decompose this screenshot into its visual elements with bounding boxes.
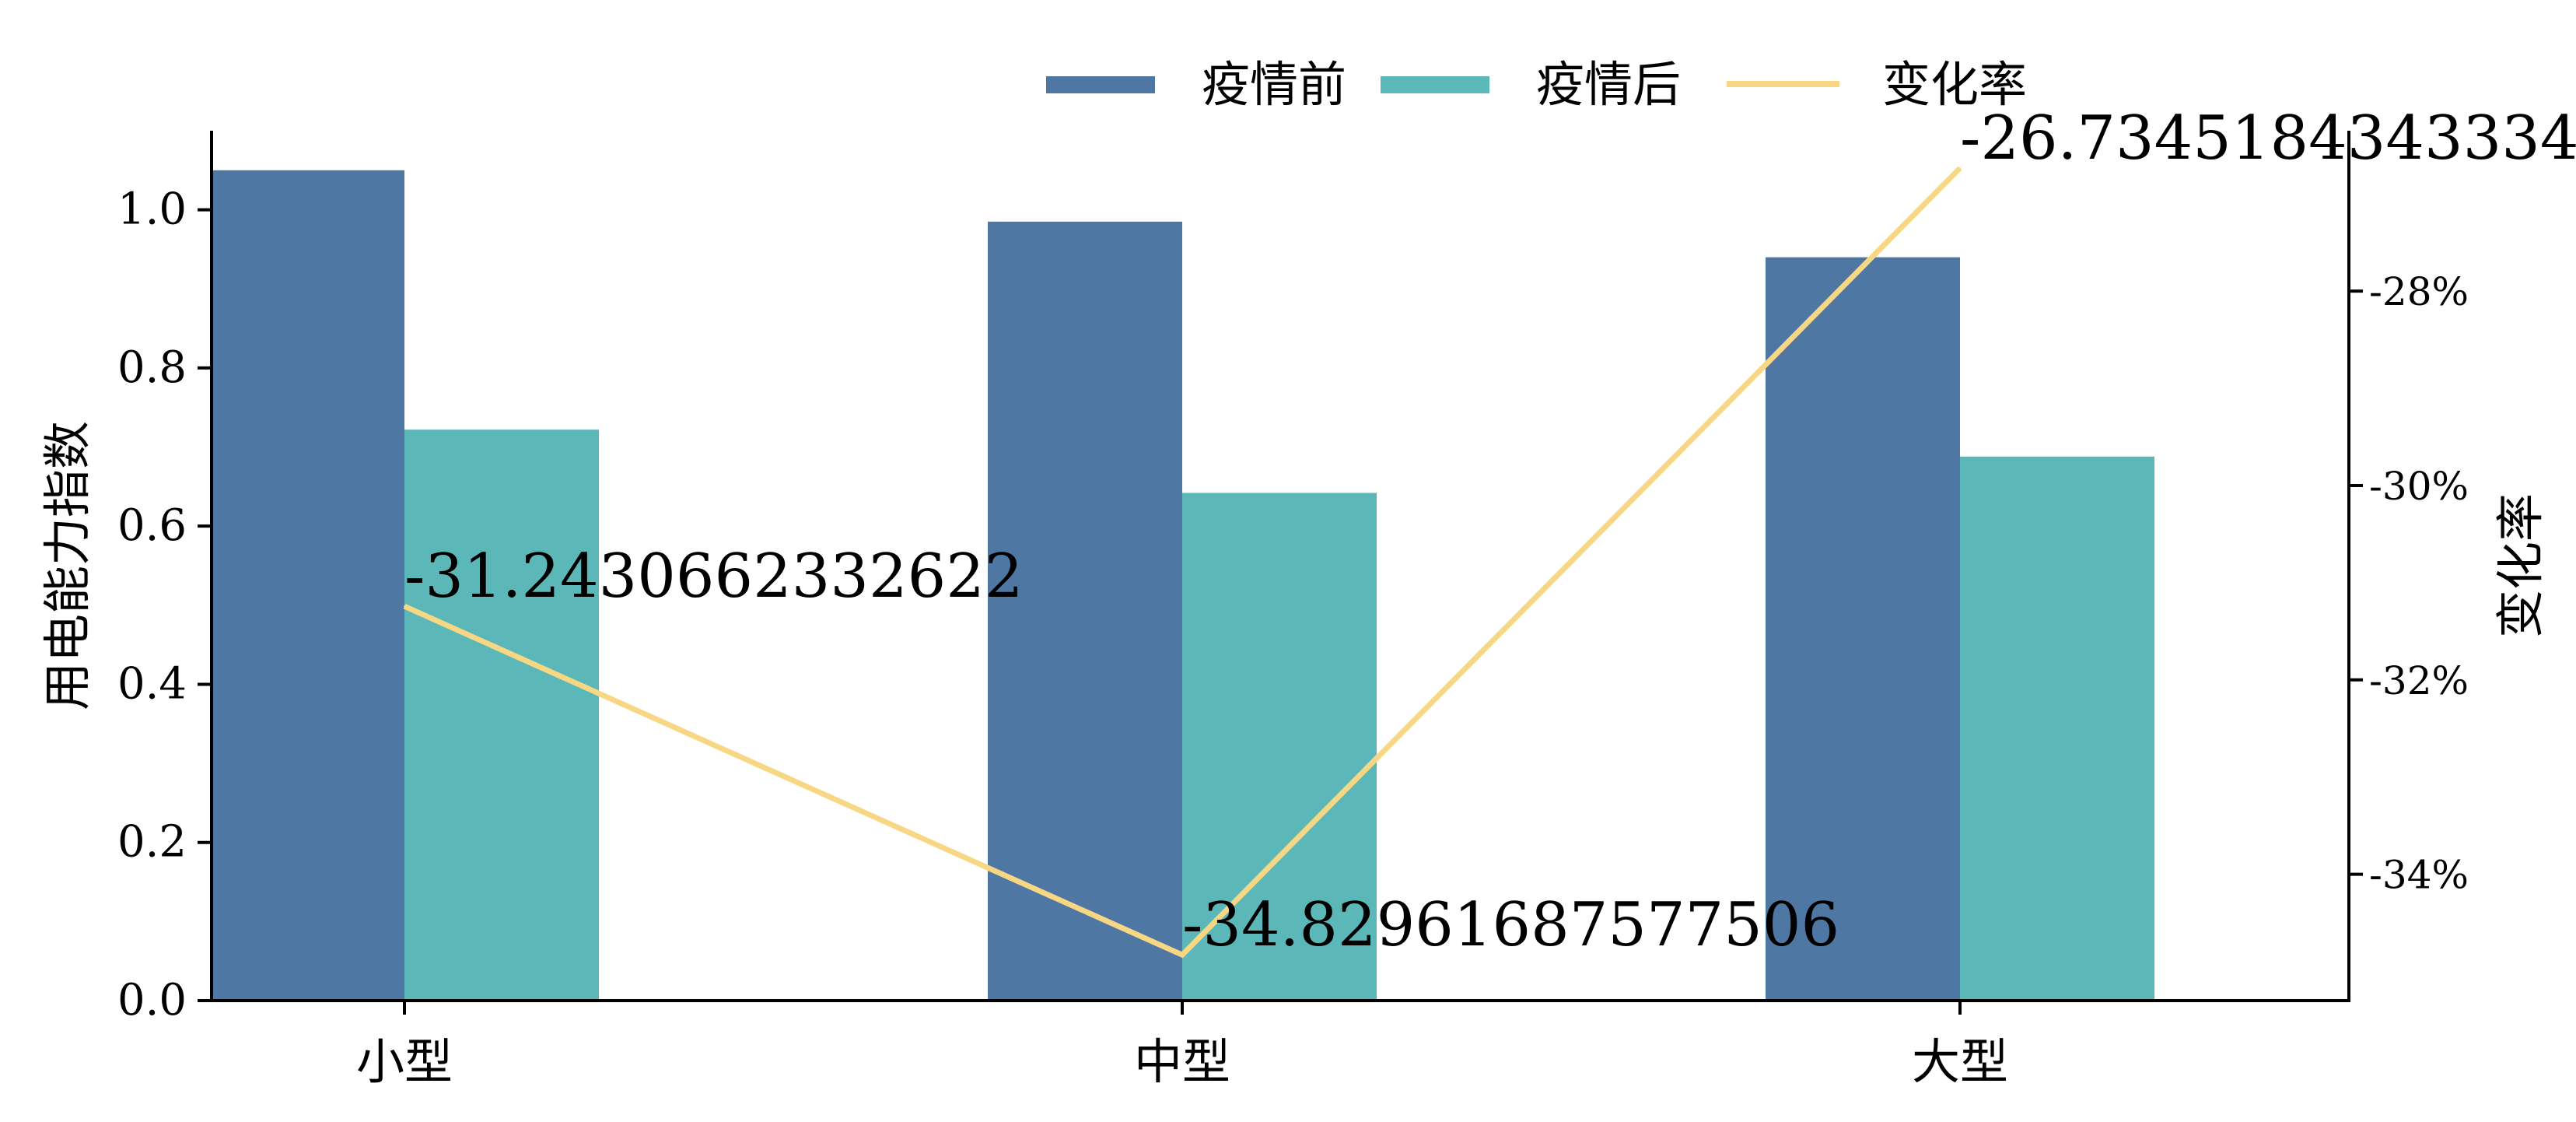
- bar-after-2: [1182, 493, 1377, 1001]
- y-axis-title-left: 用电能力指数: [39, 421, 96, 710]
- y-axis-title-right: 变化率: [2492, 493, 2549, 638]
- bar-after-3: [1960, 456, 2154, 1001]
- change-rate-label-1: -31.2430662332622: [404, 542, 1024, 612]
- y-tick-label-right: -28%: [2369, 269, 2469, 314]
- y-tick-label-left: 0.8: [117, 342, 187, 393]
- change-rate-point-1: [404, 605, 405, 608]
- y-tick-label-left: 0.2: [117, 817, 187, 868]
- y-tick-label-right: -30%: [2369, 464, 2469, 509]
- legend-label-3: 变化率: [1882, 56, 2027, 113]
- bar-after-1: [404, 430, 599, 1001]
- bar-before-2: [988, 221, 1182, 1001]
- point-label-layer: -31.2430662332622 -34.82961687577506 -26.7…: [404, 103, 2576, 960]
- bar-before-1: [210, 170, 404, 1001]
- x-tick-label: 大型: [1912, 1033, 2008, 1090]
- y-tick-label-right: -34%: [2369, 853, 2469, 898]
- legend: 疫情前 疫情后 变化率: [1046, 56, 2027, 113]
- legend-label-1: 疫情前: [1202, 56, 1346, 113]
- y-tick-label-left: 1.0: [117, 184, 187, 235]
- change-rate-label-2: -34.82961687577506: [1182, 890, 1839, 960]
- y-tick-label-left: 0.0: [117, 975, 187, 1026]
- bar-before-3: [1766, 257, 1960, 1001]
- legend-label-2: 疫情后: [1536, 56, 1681, 113]
- y-tick-label-right: -32%: [2369, 658, 2469, 703]
- y-tick-label-left: 0.4: [117, 658, 187, 709]
- change-rate-point-3: [1959, 167, 1961, 170]
- change-rate-label-3: -26.73451843433344: [1960, 103, 2576, 174]
- bar-layer: [210, 170, 2154, 1001]
- change-rate-point-2: [1181, 954, 1183, 956]
- x-tick-label: 中型: [1134, 1033, 1230, 1090]
- legend-swatch-1: [1046, 76, 1155, 93]
- line-layer: [403, 166, 1962, 959]
- y-tick-label-left: 0.6: [117, 500, 187, 551]
- x-tick-label: 小型: [356, 1033, 453, 1090]
- legend-swatch-2: [1381, 76, 1489, 93]
- axes-layer: 0.0 0.2 0.4 0.6 0.8 1.0 -34% -32% -30% -28% 小型 中型 大型…: [39, 131, 2549, 1090]
